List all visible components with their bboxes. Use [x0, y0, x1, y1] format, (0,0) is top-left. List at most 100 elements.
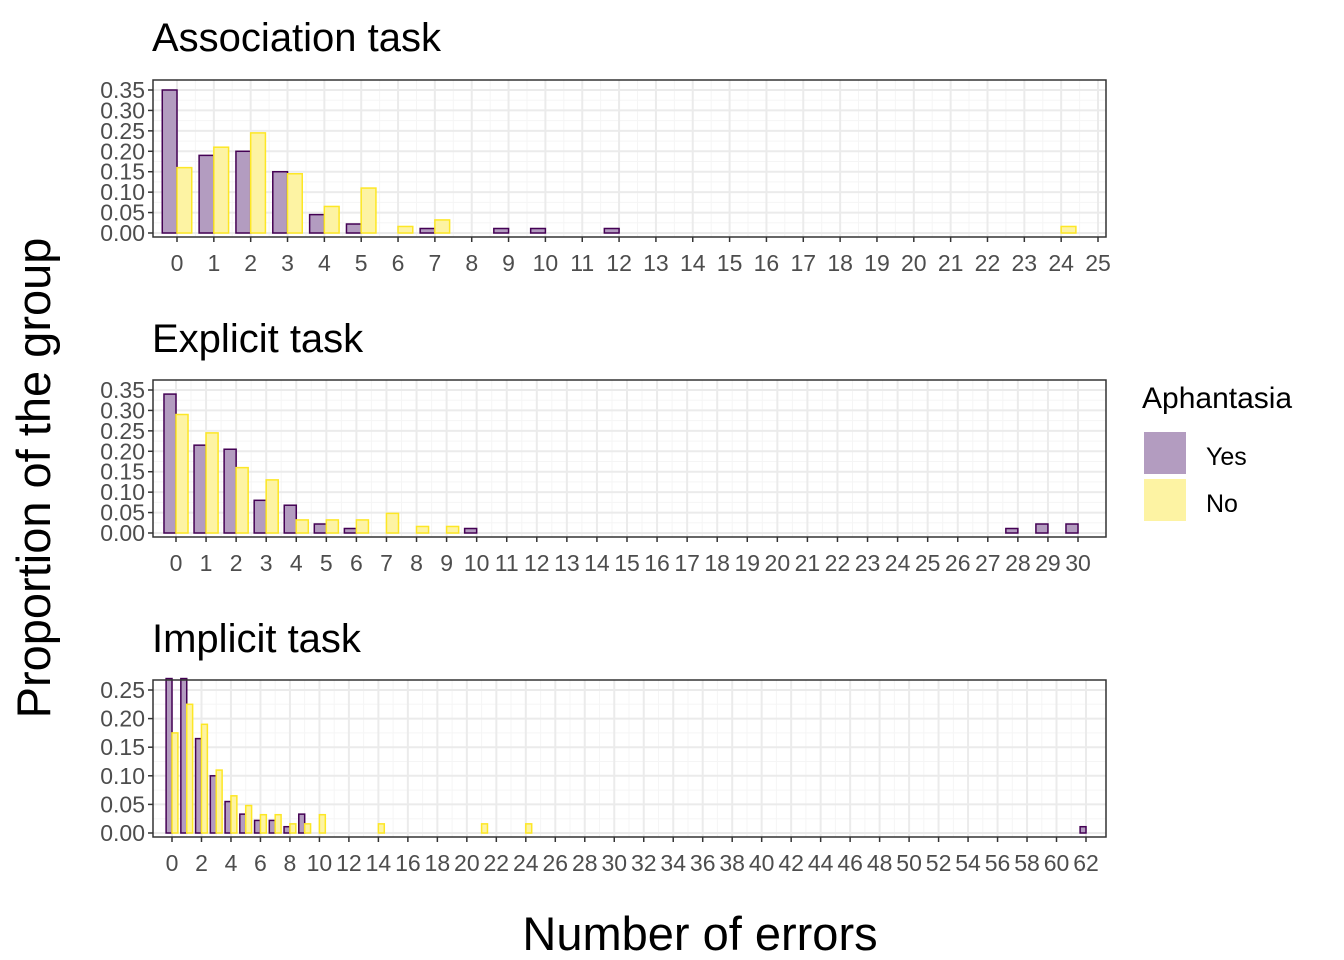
x-tick-label: 14: [680, 250, 706, 276]
panel-association-task: 0.000.050.100.150.200.250.300.350 1 2 3 4 5 6 7…: [100, 77, 1111, 276]
legend-title: Aphantasia: [1142, 382, 1292, 415]
x-tick-label: 20: [765, 550, 791, 576]
x-tick-label: 19: [734, 550, 760, 576]
bar-yes-x30: [1065, 523, 1079, 534]
x-tick-label: 20: [454, 850, 480, 876]
x-tick-label: 12: [524, 550, 550, 576]
x-tick-label: 26: [945, 550, 971, 576]
x-tick-label: 44: [808, 850, 834, 876]
bar-yes-x1: [180, 677, 188, 834]
x-tick-label: 12: [336, 850, 362, 876]
y-tick-label: 0.15: [100, 459, 145, 485]
bar-yes-x7: [268, 819, 276, 834]
bar-no-x6: [397, 225, 414, 234]
bar-yes-x6: [253, 819, 262, 834]
bar-yes-x3: [209, 775, 217, 834]
x-tick-label: 10: [533, 250, 559, 276]
bar-no-x8: [289, 823, 297, 834]
panel-border: [152, 379, 1107, 538]
bar-no-x0: [176, 166, 193, 234]
bar-yes-x9: [493, 227, 510, 234]
bar-no-x9: [445, 525, 460, 534]
bar-yes-x4: [283, 504, 298, 534]
bar-yes-x10: [529, 227, 547, 234]
x-tick-label: 16: [395, 850, 421, 876]
x-tick-label: 7: [380, 550, 393, 576]
x-tick-label: 18: [827, 250, 853, 276]
y-tick-label: 0.05: [100, 500, 145, 526]
legend-key-yes: [1144, 432, 1186, 474]
bar-yes-x9: [298, 813, 306, 834]
x-tick-label: 28: [572, 850, 598, 876]
bar-yes-x29: [1035, 523, 1049, 534]
x-tick-label: 16: [754, 250, 780, 276]
y-tick-label: 0.20: [100, 438, 145, 464]
y-tick-label: 0.05: [100, 200, 145, 226]
x-tick-label: 4: [225, 850, 238, 876]
x-tick-label: 21: [938, 250, 964, 276]
x-tick-label: 15: [614, 550, 640, 576]
bar-no-x1: [185, 703, 194, 834]
bar-yes-x0: [163, 393, 177, 534]
legend-label-yes: Yes: [1206, 443, 1247, 471]
x-tick-label: 2: [195, 850, 208, 876]
bar-no-x7: [274, 813, 282, 834]
bar-no-x7: [385, 512, 400, 534]
x-tick-label: 3: [260, 550, 273, 576]
bar-no-x5: [360, 187, 377, 234]
x-tick-label: 11: [570, 250, 594, 276]
x-axis-title: Number of errors: [522, 907, 877, 960]
x-tick-label: 1: [200, 550, 213, 576]
x-tick-label: 0: [166, 850, 179, 876]
panel-border: [152, 679, 1107, 838]
x-tick-label: 54: [955, 850, 981, 876]
bar-yes-x5: [345, 223, 362, 234]
x-tick-label: 25: [1085, 250, 1111, 276]
x-tick-label: 8: [465, 250, 478, 276]
y-tick-label: 0.25: [100, 677, 145, 703]
bar-yes-x1: [193, 444, 207, 534]
bar-no-x14: [377, 823, 386, 834]
x-tick-label: 21: [795, 550, 821, 576]
x-tick-label: 20: [901, 250, 927, 276]
x-tick-label: 22: [484, 850, 510, 876]
y-tick-label: 0.10: [100, 763, 145, 789]
bar-no-x3: [265, 479, 279, 534]
bar-no-x9: [303, 823, 312, 834]
bar-yes-x2: [223, 448, 237, 534]
x-tick-label: 13: [643, 250, 669, 276]
x-tick-label: 60: [1044, 850, 1070, 876]
x-tick-label: 8: [410, 550, 423, 576]
y-tick-label: 0.25: [100, 418, 145, 444]
bar-no-x6: [355, 519, 370, 534]
x-tick-label: 48: [867, 850, 893, 876]
x-tick-label: 18: [425, 850, 451, 876]
y-tick-label: 0.00: [100, 820, 145, 846]
x-tick-label: 9: [440, 550, 453, 576]
x-tick-label: 3: [281, 250, 294, 276]
bar-yes-x12: [603, 227, 620, 234]
x-tick-label: 22: [975, 250, 1001, 276]
x-tick-label: 6: [254, 850, 267, 876]
x-tick-label: 10: [307, 850, 333, 876]
x-tick-label: 4: [318, 250, 331, 276]
y-tick-label: 0.00: [100, 520, 145, 546]
panel-border: [152, 79, 1107, 238]
x-tick-label: 1: [207, 250, 220, 276]
bar-no-x3: [286, 173, 304, 234]
bar-yes-x10: [463, 527, 478, 534]
bar-no-x7: [434, 219, 451, 234]
panel-background: [153, 80, 1106, 237]
bar-no-x5: [325, 519, 340, 534]
bar-no-x4: [323, 205, 340, 234]
x-tick-label: 46: [837, 850, 863, 876]
bar-no-x2: [200, 723, 209, 834]
y-tick-label: 0.10: [100, 479, 145, 505]
x-tick-label: 24: [513, 850, 539, 876]
panel-background: [153, 380, 1106, 537]
bar-no-x1: [205, 432, 219, 534]
x-tick-label: 17: [790, 250, 816, 276]
x-tick-label: 36: [690, 850, 716, 876]
bar-no-x8: [415, 525, 430, 534]
